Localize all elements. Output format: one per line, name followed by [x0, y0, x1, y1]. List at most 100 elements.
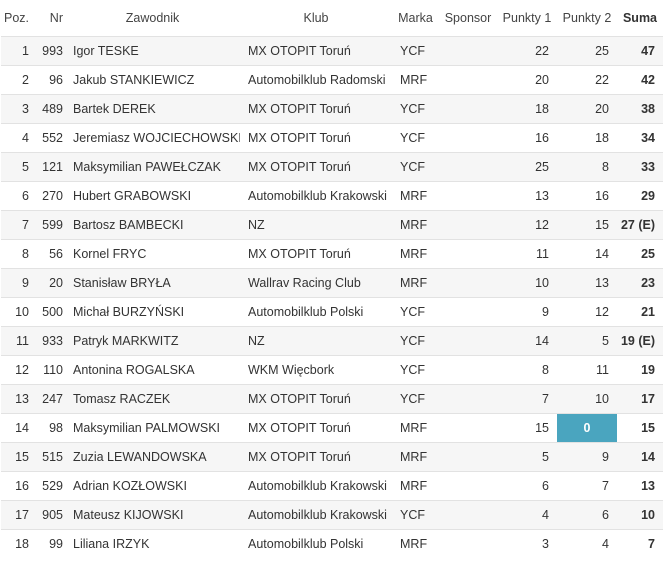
cell-points-2: 15 [557, 210, 617, 240]
cell-points-1: 16 [497, 123, 557, 153]
cell-sum: 27 (E) [617, 210, 663, 240]
cell-position: 3 [1, 94, 31, 124]
cell-brand: YCF [392, 500, 439, 530]
cell-points-2: 13 [557, 268, 617, 298]
cell-points-1: 4 [497, 500, 557, 530]
cell-sum: 13 [617, 471, 663, 501]
cell-points-1: 15 [497, 413, 557, 443]
cell-points-1: 7 [497, 384, 557, 414]
cell-sum: 15 [617, 413, 663, 443]
cell-rider: Michał BURZYŃSKI [65, 297, 240, 327]
cell-brand: MRF [392, 210, 439, 240]
cell-rider: Antonina ROGALSKA [65, 355, 240, 385]
cell-rider: Zuzia LEWANDOWSKA [65, 442, 240, 472]
cell-position: 13 [1, 384, 31, 414]
cell-position: 4 [1, 123, 31, 153]
cell-sum: 38 [617, 94, 663, 124]
cell-rider: Liliana IRZYK [65, 529, 240, 558]
cell-club: MX OTOPIT Toruń [240, 239, 392, 269]
cell-brand: YCF [392, 94, 439, 124]
cell-brand: YCF [392, 326, 439, 356]
cell-points-1: 25 [497, 152, 557, 182]
cell-position: 11 [1, 326, 31, 356]
cell-points-2: 16 [557, 181, 617, 211]
column-header-points-2[interactable]: Punkty 2 [562, 11, 612, 25]
column-header-points-1[interactable]: Punkty 1 [502, 11, 552, 25]
cell-points-2: 7 [557, 471, 617, 501]
cell-sponsor [439, 268, 497, 298]
cell-points-2: 14 [557, 239, 617, 269]
cell-sponsor [439, 123, 497, 153]
cell-points-2: 9 [557, 442, 617, 472]
cell-rider: Maksymilian PALMOWSKI [65, 413, 240, 443]
cell-position: 6 [1, 181, 31, 211]
cell-rider: Kornel FRYC [65, 239, 240, 269]
table-row: 1 993 Igor TESKE MX OTOPIT Toruń YCF 22 25 47 [1, 36, 663, 66]
cell-position: 16 [1, 471, 31, 501]
table-row: 11 933 Patryk MARKWITZ NZ YCF 14 5 19 (E) [1, 326, 663, 356]
table-row: 3 489 Bartek DEREK MX OTOPIT Toruń YCF 18 20 38 [1, 94, 663, 124]
cell-number: 552 [31, 123, 65, 153]
cell-rider: Maksymilian PAWEŁCZAK [65, 152, 240, 182]
cell-number: 905 [31, 500, 65, 530]
table-row: 16 529 Adrian KOZŁOWSKI Automobilklub Krako… [1, 471, 663, 501]
cell-number: 96 [31, 65, 65, 95]
header-row: Poz. Nr Zawodnik Klub Marka Sponsor Punk… [1, 0, 663, 37]
cell-points-2: 12 [557, 297, 617, 327]
cell-sum: 33 [617, 152, 663, 182]
cell-rider: Jeremiasz WOJCIECHOWSKI [65, 123, 240, 153]
cell-position: 8 [1, 239, 31, 269]
table-row: 4 552 Jeremiasz WOJCIECHOWSKI MX OTOPIT Tor… [1, 123, 663, 153]
cell-points-2: 22 [557, 65, 617, 95]
cell-brand: YCF [392, 384, 439, 414]
table-row: 8 56 Kornel FRYC MX OTOPIT Toruń MRF 11 14 25 [1, 239, 663, 269]
results-body: 1 993 Igor TESKE MX OTOPIT Toruń YCF 22 25 47 2 9… [1, 36, 663, 558]
cell-brand: MRF [392, 529, 439, 558]
cell-sponsor [439, 210, 497, 240]
table-row: 15 515 Zuzia LEWANDOWSKA MX OTOPIT Toruń MRF… [1, 442, 663, 472]
cell-points-2: 10 [557, 384, 617, 414]
cell-club: MX OTOPIT Toruń [240, 413, 392, 443]
cell-position: 9 [1, 268, 31, 298]
cell-rider: Adrian KOZŁOWSKI [65, 471, 240, 501]
cell-rider: Bartosz BAMBECKI [65, 210, 240, 240]
cell-number: 20 [31, 268, 65, 298]
cell-brand: MRF [392, 413, 439, 443]
results-table: Poz. Nr Zawodnik Klub Marka Sponsor Punk… [1, 0, 663, 558]
column-header-position[interactable]: Poz. [3, 11, 29, 25]
cell-sum: 29 [617, 181, 663, 211]
cell-rider: Tomasz RACZEK [65, 384, 240, 414]
cell-points-2: 0 [557, 413, 617, 443]
cell-points-2: 20 [557, 94, 617, 124]
cell-rider: Igor TESKE [65, 36, 240, 66]
cell-club: NZ [240, 210, 392, 240]
cell-sponsor [439, 181, 497, 211]
cell-position: 2 [1, 65, 31, 95]
cell-position: 10 [1, 297, 31, 327]
column-header-sponsor[interactable]: Sponsor [444, 11, 492, 25]
cell-sum: 14 [617, 442, 663, 472]
cell-sponsor [439, 413, 497, 443]
cell-points-1: 5 [497, 442, 557, 472]
column-header-club[interactable]: Klub [303, 11, 329, 25]
column-header-sum[interactable]: Suma [622, 11, 658, 25]
cell-brand: MRF [392, 181, 439, 211]
cell-points-2: 11 [557, 355, 617, 385]
cell-points-2: 25 [557, 36, 617, 66]
cell-number: 56 [31, 239, 65, 269]
table-row: 7 599 Bartosz BAMBECKI NZ MRF 12 15 27 (E) [1, 210, 663, 240]
column-header-rider[interactable]: Zawodnik [125, 11, 180, 25]
column-header-brand[interactable]: Marka [398, 11, 433, 25]
cell-position: 17 [1, 500, 31, 530]
cell-points-2: 18 [557, 123, 617, 153]
cell-sponsor [439, 297, 497, 327]
cell-number: 515 [31, 442, 65, 472]
cell-points-1: 13 [497, 181, 557, 211]
cell-number: 247 [31, 384, 65, 414]
column-header-number[interactable]: Nr [49, 11, 63, 25]
table-row: 5 121 Maksymilian PAWEŁCZAK MX OTOPIT Toruń… [1, 152, 663, 182]
cell-club: Automobilklub Polski [240, 529, 392, 558]
cell-brand: YCF [392, 152, 439, 182]
cell-position: 14 [1, 413, 31, 443]
cell-sponsor [439, 36, 497, 66]
